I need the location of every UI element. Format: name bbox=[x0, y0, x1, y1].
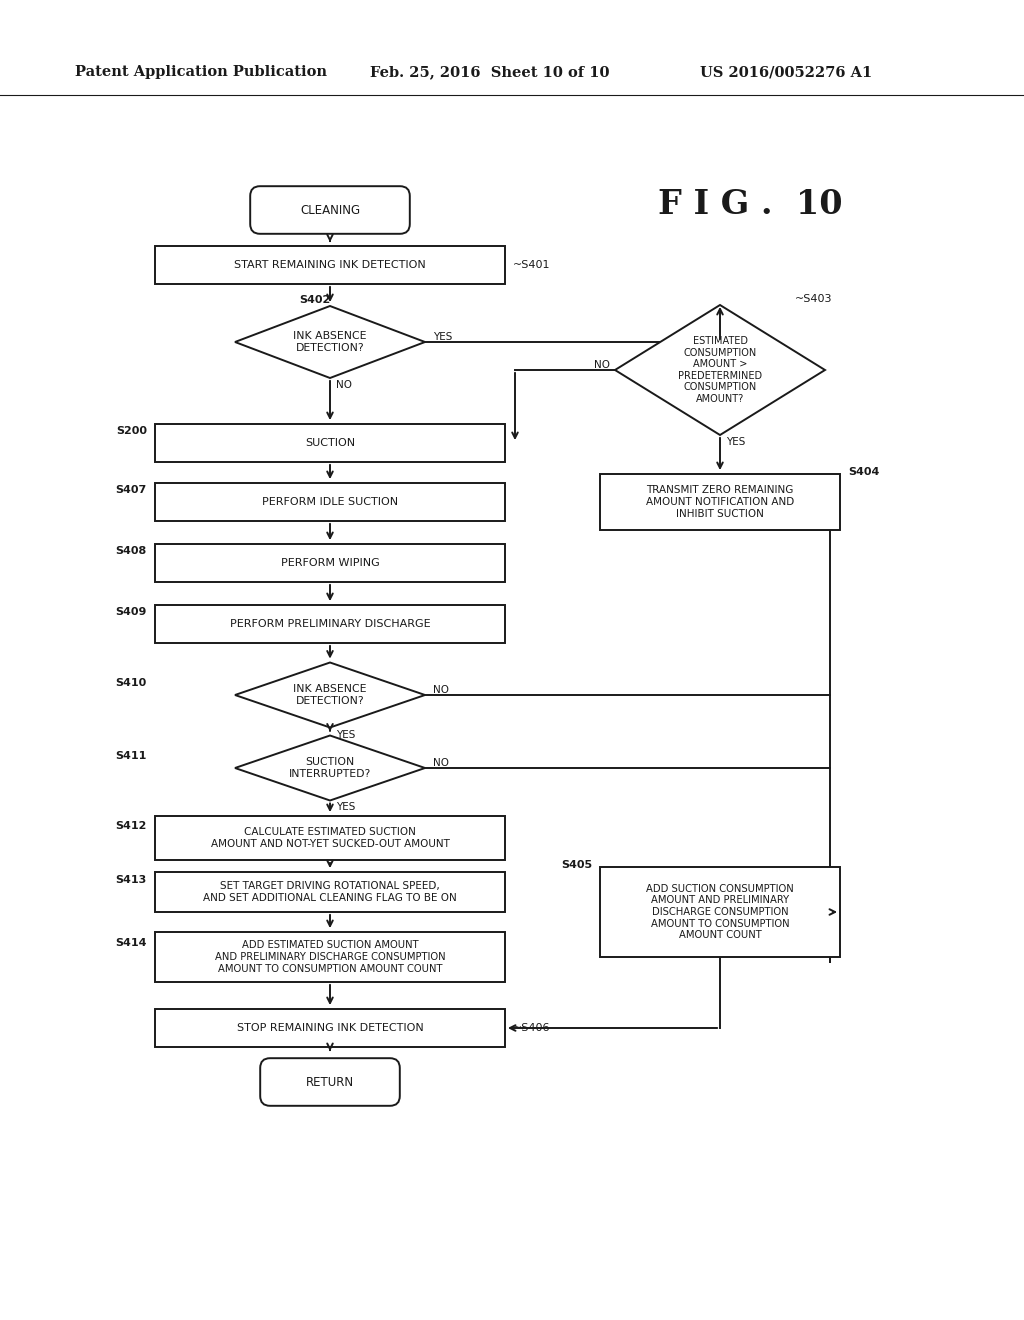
Text: F I G .  10: F I G . 10 bbox=[657, 189, 843, 222]
Text: ~S406: ~S406 bbox=[513, 1023, 551, 1034]
Text: TRANSMIT ZERO REMAINING
AMOUNT NOTIFICATION AND
INHIBIT SUCTION: TRANSMIT ZERO REMAINING AMOUNT NOTIFICAT… bbox=[646, 486, 795, 519]
Text: CLEANING: CLEANING bbox=[300, 203, 360, 216]
Bar bbox=[155, 873, 505, 912]
Text: S402: S402 bbox=[299, 294, 331, 305]
Text: NO: NO bbox=[433, 685, 449, 696]
Text: S414: S414 bbox=[116, 939, 147, 948]
Text: S412: S412 bbox=[116, 821, 147, 832]
Text: ADD ESTIMATED SUCTION AMOUNT
AND PRELIMINARY DISCHARGE CONSUMPTION
AMOUNT TO CON: ADD ESTIMATED SUCTION AMOUNT AND PRELIMI… bbox=[215, 940, 445, 974]
Polygon shape bbox=[234, 306, 425, 378]
Text: S413: S413 bbox=[116, 875, 147, 884]
Bar bbox=[155, 816, 505, 861]
Text: Feb. 25, 2016  Sheet 10 of 10: Feb. 25, 2016 Sheet 10 of 10 bbox=[370, 65, 609, 79]
Text: S407: S407 bbox=[116, 484, 147, 495]
Bar bbox=[155, 246, 505, 284]
Text: NO: NO bbox=[336, 380, 352, 389]
Text: ~S403: ~S403 bbox=[795, 294, 833, 304]
Text: SUCTION
INTERRUPTED?: SUCTION INTERRUPTED? bbox=[289, 758, 371, 779]
Text: NO: NO bbox=[594, 360, 610, 370]
Bar bbox=[600, 474, 840, 531]
Text: S408: S408 bbox=[116, 546, 147, 556]
Text: ADD SUCTION CONSUMPTION
AMOUNT AND PRELIMINARY
DISCHARGE CONSUMPTION
AMOUNT TO C: ADD SUCTION CONSUMPTION AMOUNT AND PRELI… bbox=[646, 884, 794, 940]
Text: ~S401: ~S401 bbox=[513, 260, 551, 271]
Text: CALCULATE ESTIMATED SUCTION
AMOUNT AND NOT-YET SUCKED-OUT AMOUNT: CALCULATE ESTIMATED SUCTION AMOUNT AND N… bbox=[211, 828, 450, 849]
Text: YES: YES bbox=[726, 437, 745, 447]
Text: SET TARGET DRIVING ROTATIONAL SPEED,
AND SET ADDITIONAL CLEANING FLAG TO BE ON: SET TARGET DRIVING ROTATIONAL SPEED, AND… bbox=[203, 882, 457, 903]
Text: ESTIMATED
CONSUMPTION
AMOUNT >
PREDETERMINED
CONSUMPTION
AMOUNT?: ESTIMATED CONSUMPTION AMOUNT > PREDETERM… bbox=[678, 337, 762, 404]
Text: S409: S409 bbox=[116, 607, 147, 616]
Text: RETURN: RETURN bbox=[306, 1076, 354, 1089]
Polygon shape bbox=[234, 735, 425, 800]
Text: S200: S200 bbox=[116, 426, 147, 436]
Text: SUCTION: SUCTION bbox=[305, 438, 355, 447]
Bar bbox=[155, 544, 505, 582]
Text: Patent Application Publication: Patent Application Publication bbox=[75, 65, 327, 79]
Bar bbox=[155, 932, 505, 982]
Bar bbox=[600, 867, 840, 957]
FancyBboxPatch shape bbox=[260, 1059, 399, 1106]
Text: PERFORM WIPING: PERFORM WIPING bbox=[281, 558, 379, 568]
Bar bbox=[155, 605, 505, 643]
Text: US 2016/0052276 A1: US 2016/0052276 A1 bbox=[700, 65, 872, 79]
Polygon shape bbox=[234, 663, 425, 727]
Text: YES: YES bbox=[336, 730, 355, 739]
Text: STOP REMAINING INK DETECTION: STOP REMAINING INK DETECTION bbox=[237, 1023, 423, 1034]
Text: S410: S410 bbox=[116, 678, 147, 688]
Bar bbox=[155, 1008, 505, 1047]
FancyBboxPatch shape bbox=[250, 186, 410, 234]
Text: S404: S404 bbox=[848, 467, 880, 477]
Text: START REMAINING INK DETECTION: START REMAINING INK DETECTION bbox=[234, 260, 426, 271]
Bar bbox=[155, 424, 505, 462]
Bar bbox=[155, 483, 505, 521]
Text: INK ABSENCE
DETECTION?: INK ABSENCE DETECTION? bbox=[293, 331, 367, 352]
Text: YES: YES bbox=[336, 803, 355, 813]
Text: PERFORM IDLE SUCTION: PERFORM IDLE SUCTION bbox=[262, 498, 398, 507]
Text: NO: NO bbox=[433, 758, 449, 768]
Polygon shape bbox=[615, 305, 825, 436]
Text: S405: S405 bbox=[561, 861, 592, 870]
Text: S411: S411 bbox=[116, 751, 147, 762]
Text: INK ABSENCE
DETECTION?: INK ABSENCE DETECTION? bbox=[293, 684, 367, 706]
Text: YES: YES bbox=[433, 333, 453, 342]
Text: PERFORM PRELIMINARY DISCHARGE: PERFORM PRELIMINARY DISCHARGE bbox=[229, 619, 430, 630]
